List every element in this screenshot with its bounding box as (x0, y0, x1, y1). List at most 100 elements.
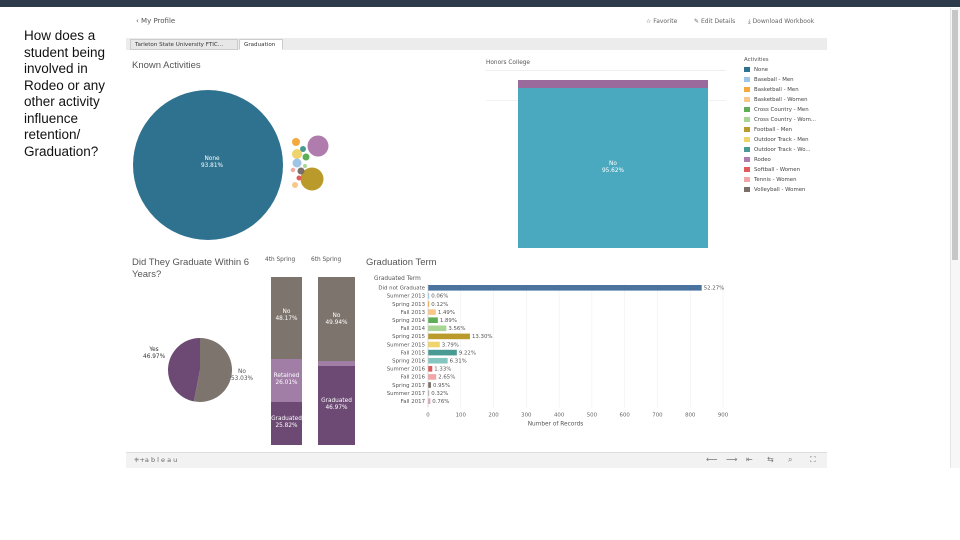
col4-graduated-label: Graduated 25.82% (271, 416, 302, 429)
pie-no-label: No 53.03% (230, 369, 254, 382)
bar-data-label: 3.79% (442, 342, 459, 348)
slide-question: How does a student being involved in Rod… (24, 28, 106, 159)
legend-label: Tennis - Women (754, 177, 797, 183)
legend-item[interactable]: Baseball - Men (744, 76, 794, 84)
bar[interactable] (428, 341, 440, 348)
redo-icon[interactable]: ⟶ (726, 455, 738, 464)
honors-yes-segment[interactable] (518, 80, 708, 88)
known-activities-bubbles (133, 90, 329, 240)
bubble-outdoor-track-men[interactable] (292, 149, 302, 159)
top-dark-bar (0, 0, 960, 7)
category-label: Spring 2014 (392, 318, 425, 324)
bubble-cross-country-men[interactable] (302, 153, 310, 161)
fullscreen-icon[interactable]: ⛶ (810, 455, 816, 464)
legend-swatch (744, 86, 750, 92)
bar[interactable] (428, 382, 431, 388)
legend-swatch (744, 156, 750, 162)
bubble-baseball[interactable] (292, 158, 302, 168)
graduate-pie (167, 338, 232, 402)
pie-slice-no[interactable] (193, 338, 232, 402)
legend-item[interactable]: Basketball - Women (744, 96, 808, 104)
bubble-cross-country-women[interactable] (303, 164, 307, 168)
legend-item[interactable]: Softball - Women (744, 166, 800, 174)
category-label: Fall 2014 (401, 326, 426, 332)
bar[interactable] (428, 357, 448, 364)
bar[interactable] (428, 285, 702, 291)
category-label: Spring 2015 (392, 334, 425, 340)
edit-details-button[interactable]: ✎ Edit Details (694, 18, 736, 25)
legend-item[interactable]: Cross Country - Men (744, 106, 809, 114)
bubble-basketball-women[interactable] (292, 182, 298, 188)
legend-title: Activities (744, 57, 769, 63)
chevron-left-icon: ‹ (136, 17, 142, 25)
category-label: Summer 2015 (387, 342, 425, 348)
bar[interactable] (428, 374, 437, 380)
legend-label: Outdoor Track - Wo... (754, 147, 811, 153)
bar[interactable] (428, 325, 447, 332)
bubble-basketball-men[interactable] (292, 138, 300, 146)
page-scrollbar-thumb[interactable] (952, 10, 958, 260)
legend-item[interactable]: Basketball - Men (744, 86, 799, 94)
bar-data-label: 1.33% (434, 367, 451, 373)
pause-icon[interactable]: ⇆ (767, 455, 774, 464)
bar[interactable] (428, 390, 430, 396)
col6-retained-segment[interactable] (318, 361, 355, 366)
legend-item[interactable]: Cross Country - Wom... (744, 116, 816, 124)
legend-item[interactable]: Tennis - Women (744, 176, 797, 184)
bar[interactable] (428, 398, 431, 404)
bubble-volleyball[interactable] (297, 167, 305, 175)
honors-no-segment[interactable] (518, 88, 708, 248)
legend-label: Outdoor Track - Men (754, 137, 809, 143)
favorite-button[interactable]: ☆ Favorite (646, 18, 678, 25)
bubble-none-label: None 93.81% (200, 156, 224, 169)
col6-graduated-segment[interactable] (318, 366, 355, 445)
legend-item[interactable]: None (744, 66, 768, 74)
legend-item[interactable]: Outdoor Track - Wo... (744, 146, 811, 154)
bubble-outdoor-track-women[interactable] (300, 146, 306, 152)
legend-item[interactable]: Football - Men (744, 126, 792, 134)
legend-label: Cross Country - Men (754, 107, 809, 113)
col4-graduated-segment[interactable] (271, 402, 302, 445)
bubble-football[interactable] (300, 167, 324, 191)
legend-swatch (744, 126, 750, 132)
bar[interactable] (428, 366, 433, 372)
bar[interactable] (428, 293, 430, 299)
bar[interactable] (428, 301, 430, 307)
col6-no-segment[interactable] (318, 277, 355, 361)
bar-data-label: 6.31% (450, 359, 467, 365)
bar[interactable] (428, 317, 438, 323)
bubble-rodeo[interactable] (307, 135, 329, 157)
tab-ftic[interactable]: Tarleton State University FTIC... (130, 39, 238, 50)
category-label: Spring 2013 (392, 302, 425, 308)
graduation-term-title: Graduation Term (366, 257, 437, 268)
back-to-profile-link[interactable]: ‹ My Profile (136, 17, 176, 25)
legend-item[interactable]: Volleyball - Women (744, 186, 805, 194)
col4-no-segment[interactable] (271, 277, 302, 359)
bar[interactable] (428, 309, 436, 315)
tableau-viz-frame (126, 8, 827, 468)
category-label: Fall 2017 (401, 399, 425, 405)
bubble-softball[interactable] (296, 175, 302, 181)
download-workbook-button[interactable]: ⤓ Download Workbook (748, 18, 815, 25)
bar-data-label: 0.12% (431, 302, 448, 308)
tableau-logo[interactable]: ⁜+a b l e a u (134, 456, 178, 464)
category-label: Spring 2017 (392, 383, 425, 389)
x-tick-label: 900 (718, 413, 729, 419)
honors-no-label: No 95.62% (601, 161, 625, 174)
bubble-tennis[interactable] (290, 167, 296, 173)
tab-graduation[interactable]: Graduation (239, 39, 283, 50)
known-activities-title: Known Activities (132, 60, 201, 71)
col4-retained-segment[interactable] (271, 359, 302, 402)
bubble-none[interactable] (133, 90, 283, 240)
undo-icon[interactable]: ⟵ (706, 455, 718, 464)
bar[interactable] (428, 349, 457, 356)
comment-icon[interactable]: ⌕ (788, 455, 793, 464)
legend-item[interactable]: Rodeo (744, 156, 771, 164)
legend-item[interactable]: Outdoor Track - Men (744, 136, 809, 144)
category-label: Fall 2016 (401, 375, 426, 381)
legend-swatch (744, 136, 750, 142)
revert-icon[interactable]: ⇤ (746, 455, 753, 464)
bar[interactable] (428, 333, 470, 340)
pie-slice-yes[interactable] (167, 338, 200, 402)
col4-no-label: No 48.17% (275, 309, 298, 322)
